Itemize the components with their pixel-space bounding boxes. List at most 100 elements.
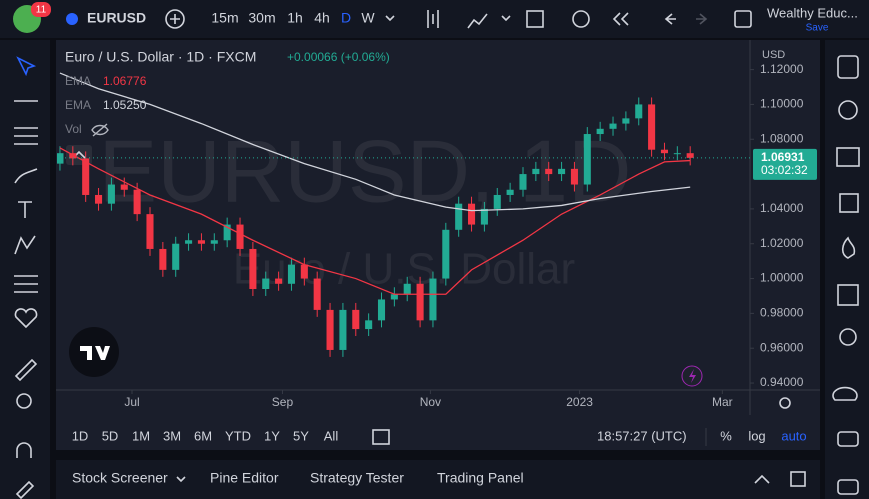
right-sidebar [825,40,869,499]
tv-logo[interactable] [69,327,119,377]
streams[interactable] [837,431,859,447]
maximize-panel[interactable] [790,471,806,487]
fullscreen[interactable] [734,10,752,28]
ideas[interactable] [839,328,857,346]
pattern-tool[interactable] [14,235,36,255]
interval[interactable]: 15m [211,10,238,26]
brush-tool[interactable] [14,168,38,184]
indicators-menu[interactable] [501,15,511,22]
candle-body [545,168,553,175]
range-button[interactable]: 6M [194,428,212,443]
interval[interactable]: W [361,10,375,26]
y-tick-label: 1.02000 [760,236,804,250]
currency[interactable]: USD [762,49,785,61]
alerts[interactable] [838,100,858,120]
price-change: +0.00066 (+0.06%) [287,50,390,64]
watermark: EURUSD, 1D [99,121,632,220]
legend-name[interactable]: EMA [65,98,91,112]
candle-body [390,294,398,300]
candle-body [185,240,193,244]
account-name[interactable]: Wealthy Educ... [767,5,858,20]
candle-body [493,194,501,209]
cursor-tool[interactable] [16,56,37,77]
range-button[interactable]: YTD [225,428,251,443]
date-range[interactable] [372,429,390,445]
candle-body [210,240,218,244]
magnet-tool[interactable] [16,442,32,458]
candle-body [159,248,167,270]
y-tick-label: 1.08000 [760,131,804,145]
panel-tab[interactable]: Stock Screener [72,470,168,486]
indicators[interactable] [467,13,488,29]
candle-body [583,134,591,185]
candle-body [480,208,488,225]
news[interactable] [836,147,860,167]
fib-tool[interactable] [14,127,38,145]
candle-body [532,168,540,175]
candle-body [172,243,180,270]
scale-option[interactable]: log [748,428,765,443]
interval-menu[interactable] [385,15,395,22]
watchlist[interactable] [837,55,859,79]
candle-body [596,128,604,135]
interval[interactable]: 4h [314,10,330,26]
candle-body [558,168,566,175]
text-tool[interactable] [18,201,32,218]
zoom-tool[interactable] [16,393,32,409]
favorites-tool[interactable] [14,308,38,329]
hotlists[interactable] [841,236,856,259]
settings[interactable] [779,397,791,409]
undo[interactable] [664,13,676,25]
sidebar-icons [832,55,860,495]
scale-option[interactable]: % [720,428,732,443]
lock-tool[interactable] [15,480,35,499]
interval[interactable]: 30m [248,10,275,26]
data-window[interactable] [837,284,859,306]
y-tick-label: 0.98000 [760,306,804,320]
range-button[interactable]: 1M [132,428,150,443]
last-price-label: 1.06931 [761,150,805,164]
chart-type[interactable] [427,10,439,28]
x-tick-label: Sep [272,395,294,409]
x-tick-label: Nov [420,395,441,409]
candle-body [622,118,630,124]
candle-body [300,264,308,279]
expand-panel[interactable] [754,474,770,484]
candle-body [570,168,578,185]
y-tick-label: 1.10000 [760,97,804,111]
layout[interactable] [526,10,544,28]
legend-name[interactable]: EMA [65,74,91,88]
x-tick-label: 2023 [566,395,593,409]
chats[interactable] [832,386,858,401]
interval[interactable]: D [341,10,351,26]
range-button[interactable]: All [324,428,339,443]
chart-title: Euro / U.S. Dollar · 1D · FXCM [65,49,256,65]
replay[interactable] [612,12,629,26]
candle-body [635,104,643,119]
symbol[interactable]: EURUSD [87,10,146,26]
range-button[interactable]: 3M [163,428,181,443]
volume-label: Vol [65,122,82,136]
panel-tab[interactable]: Strategy Tester [310,470,404,486]
range-button[interactable]: 1Y [264,428,280,443]
candle-body [223,224,231,241]
hidden-icon[interactable] [91,123,109,137]
range-button[interactable]: 5D [102,428,119,443]
panel-tab[interactable]: Trading Panel [437,470,524,486]
alert[interactable] [572,10,590,28]
clock: 18:57:27 (UTC) [597,428,687,443]
interval[interactable]: 1h [287,10,303,26]
scale-option[interactable]: auto [781,428,806,443]
prediction-tool[interactable] [14,275,38,293]
help[interactable] [837,479,859,495]
ruler-tool[interactable] [14,358,38,382]
range-button[interactable]: 1D [72,428,89,443]
add-symbol[interactable] [165,9,185,29]
drawing-tools [14,56,38,499]
panel-tab[interactable]: Pine Editor [210,470,279,486]
range-button[interactable]: 5Y [293,428,309,443]
countdown: 03:02:32 [761,163,808,177]
calendar[interactable] [839,193,859,213]
candle-body [326,309,334,350]
save[interactable]: Save [806,23,829,34]
